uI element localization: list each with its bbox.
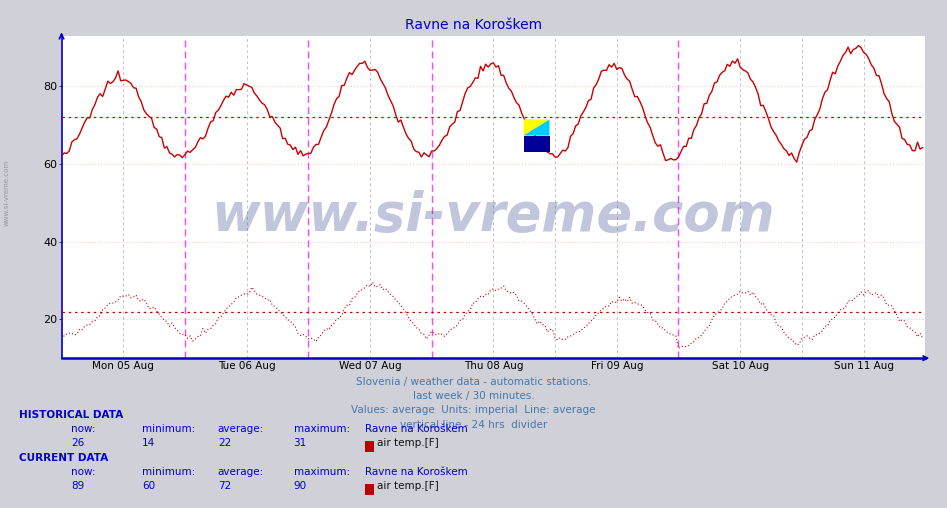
Bar [524, 136, 549, 152]
Text: www.si-vreme.com: www.si-vreme.com [211, 190, 776, 242]
Polygon shape [524, 119, 549, 136]
Text: 89: 89 [71, 481, 84, 491]
Text: 90: 90 [294, 481, 307, 491]
Text: Ravne na Koroškem: Ravne na Koroškem [365, 424, 468, 434]
Text: 31: 31 [294, 438, 307, 448]
Text: Values: average  Units: imperial  Line: average: Values: average Units: imperial Line: av… [351, 405, 596, 416]
Text: Slovenia / weather data - automatic stations.: Slovenia / weather data - automatic stat… [356, 377, 591, 387]
Text: 22: 22 [218, 438, 231, 448]
Text: Ravne na Koroškem: Ravne na Koroškem [405, 18, 542, 32]
Text: 26: 26 [71, 438, 84, 448]
Text: vertical line - 24 hrs  divider: vertical line - 24 hrs divider [400, 420, 547, 430]
Text: maximum:: maximum: [294, 424, 349, 434]
Text: Ravne na Koroškem: Ravne na Koroškem [365, 467, 468, 477]
Text: air temp.[F]: air temp.[F] [377, 438, 438, 448]
Text: CURRENT DATA: CURRENT DATA [19, 453, 108, 463]
Text: minimum:: minimum: [142, 424, 195, 434]
Text: 60: 60 [142, 481, 155, 491]
Text: air temp.[F]: air temp.[F] [377, 481, 438, 491]
Polygon shape [524, 119, 549, 136]
Text: average:: average: [218, 424, 264, 434]
Text: www.si-vreme.com: www.si-vreme.com [4, 160, 9, 226]
Text: 72: 72 [218, 481, 231, 491]
Text: now:: now: [71, 424, 96, 434]
Text: last week / 30 minutes.: last week / 30 minutes. [413, 391, 534, 401]
Text: minimum:: minimum: [142, 467, 195, 477]
Text: HISTORICAL DATA: HISTORICAL DATA [19, 410, 123, 420]
Text: 14: 14 [142, 438, 155, 448]
Text: average:: average: [218, 467, 264, 477]
Text: now:: now: [71, 467, 96, 477]
Text: maximum:: maximum: [294, 467, 349, 477]
